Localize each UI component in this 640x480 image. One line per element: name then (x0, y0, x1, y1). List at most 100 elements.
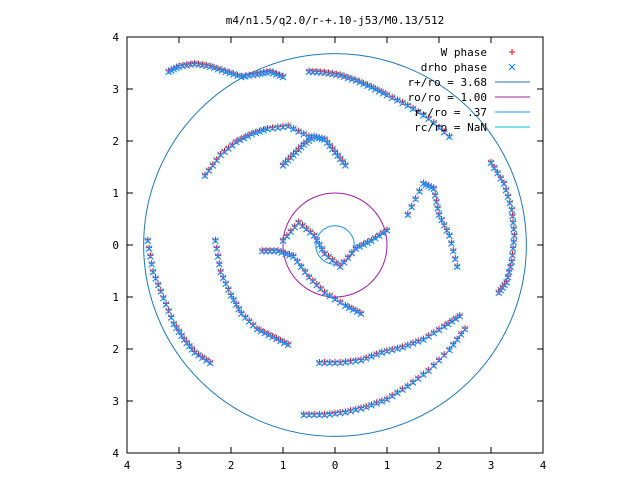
drho-phase-point (509, 251, 516, 259)
w-phase-point (436, 123, 442, 130)
x-b (509, 245, 517, 253)
legend-label: rc/ro = NaN (414, 121, 487, 134)
drho-phase-point (244, 132, 252, 140)
w-phase-point (326, 292, 333, 299)
drho-phase-point (393, 345, 401, 353)
x-b (344, 74, 352, 82)
x-b (375, 87, 383, 95)
legend-label: drho phase (421, 61, 487, 74)
x-b (341, 302, 349, 310)
legend-label: ro/ro = 1.00 (408, 91, 487, 104)
drho-phase-point (236, 136, 244, 144)
x-b (276, 337, 284, 345)
w-phase-point (306, 411, 312, 417)
x-b (371, 234, 379, 242)
w-phase-point (433, 197, 440, 204)
x-b (444, 320, 452, 328)
drho-phase-point (222, 68, 230, 76)
x-b (178, 332, 186, 340)
x-tick-label: 2 (436, 459, 443, 472)
data-points (144, 60, 518, 419)
w-phase-point (446, 132, 453, 139)
drho-phase-point (326, 292, 334, 300)
x-b (360, 241, 368, 249)
w-phase-point (316, 411, 323, 417)
x-b (487, 159, 495, 167)
w-phase-point (233, 300, 240, 307)
drho-phase-point (224, 286, 232, 294)
drho-phase-point (321, 289, 329, 297)
w-phase-point (295, 218, 302, 225)
legend-label: r-/ro = .37 (414, 106, 487, 119)
x-tick-label: 2 (228, 459, 235, 472)
x-b (154, 281, 162, 289)
x-b (274, 247, 282, 255)
drho-phase-point (505, 268, 513, 276)
x-b (388, 346, 396, 354)
w-phase-point (242, 313, 249, 320)
drho-phase-point (235, 305, 243, 313)
x-b (443, 227, 451, 234)
w-phase-point (416, 187, 423, 194)
w-phase-point (319, 245, 325, 252)
w-phase-point (399, 385, 406, 392)
w-phase-point (250, 321, 257, 328)
x-b (399, 386, 407, 394)
x-b (497, 175, 505, 182)
drho-phase-point (206, 63, 214, 71)
x-b (331, 410, 339, 418)
x-b (175, 328, 183, 336)
w-phase-point (510, 218, 517, 225)
w-phase-point (277, 336, 284, 343)
x-b (317, 285, 325, 293)
drho-phase-point (445, 133, 453, 141)
drho-phase-point (444, 320, 452, 328)
drho-phase-point (487, 159, 495, 167)
drho-phase-point (388, 346, 396, 354)
drho-phase-point (367, 401, 375, 409)
x-b (419, 111, 427, 119)
x-b (241, 314, 249, 321)
drho-phase-point (367, 237, 375, 245)
drho-phase-point (300, 130, 308, 138)
drho-phase-point (408, 203, 416, 211)
legend-label: W phase (441, 46, 487, 59)
w-phase-point (399, 99, 406, 105)
x-b (206, 63, 214, 71)
x-b (373, 399, 381, 407)
w-phase-point (337, 298, 344, 305)
w-phase-point (350, 305, 357, 312)
drho-phase-point (404, 383, 412, 390)
x-b (427, 184, 435, 191)
w-phase-point (420, 335, 427, 342)
drho-phase-point (502, 186, 510, 194)
w-phase-point (399, 343, 406, 350)
w-phase-point (321, 359, 328, 365)
w-phase-point (244, 132, 251, 139)
drho-phase-point (500, 180, 508, 188)
x-b (295, 128, 303, 136)
drho-phase-point (430, 329, 438, 337)
x-b (310, 411, 318, 419)
w-phase-point (430, 361, 437, 368)
w-phase-point (368, 401, 375, 408)
drho-phase-point (232, 301, 240, 308)
drho-phase-point (508, 206, 516, 214)
drho-phase-point (341, 302, 349, 310)
w-phase-point (506, 199, 513, 206)
drho-phase-point (416, 188, 423, 195)
x-b (356, 243, 364, 251)
w-phase-point (248, 130, 255, 137)
w-phase-point (148, 260, 155, 267)
drho-phase-point (383, 347, 391, 355)
w-phase-point (394, 96, 401, 103)
drho-phase-point (222, 280, 230, 288)
drho-phase-point (305, 411, 313, 419)
x-b (273, 71, 280, 78)
w-phase-point (404, 382, 411, 389)
drho-phase-point (431, 191, 439, 199)
w-phase-point (494, 169, 501, 176)
drho-phase-point (226, 69, 234, 77)
w-phase-point (295, 127, 302, 134)
